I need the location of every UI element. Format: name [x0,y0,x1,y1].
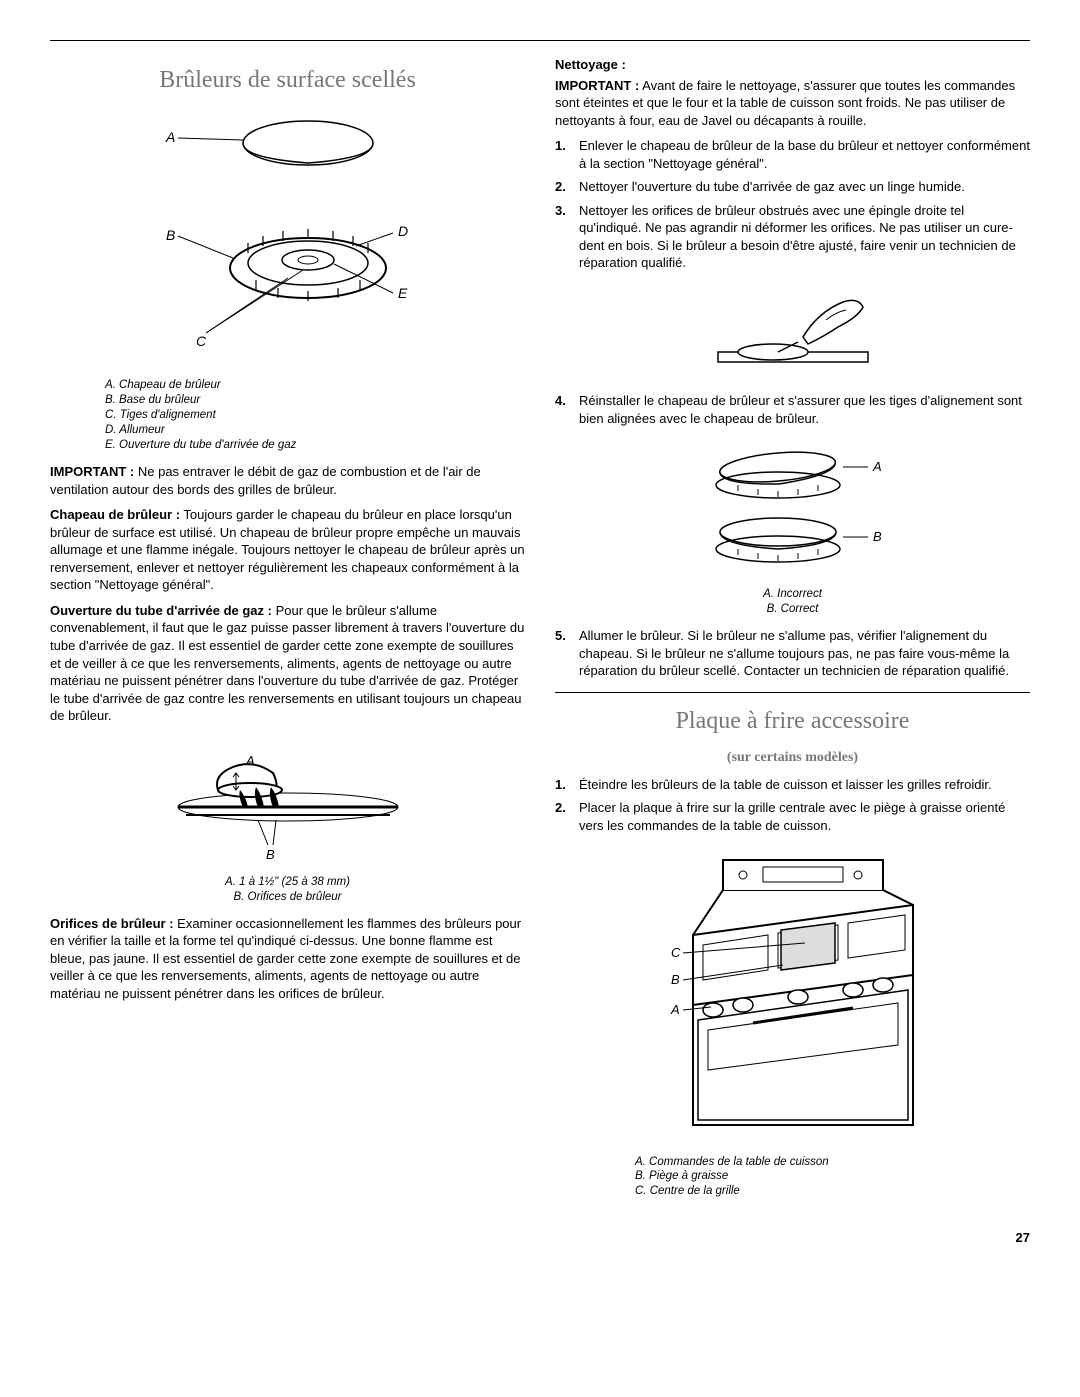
legend-line: C. Tiges d'alignement [105,408,525,423]
legend-line: E. Ouverture du tube d'arrivée de gaz [105,438,525,453]
range-legend: A. Commandes de la table de cuisson B. P… [635,1155,1030,1200]
nettoyage-important: IMPORTANT : Avant de faire le nettoyage,… [555,77,1030,130]
page-number: 27 [50,1229,1030,1247]
cleaning-steps-cont2: Allumer le brûleur. Si le brûleur ne s'a… [555,627,1030,680]
page-columns: Brûleurs de surface scellés [50,56,1030,1209]
fig2-label-b: B [266,847,275,862]
plaque-step-1: Éteindre les brûleurs de la table de cui… [555,776,1030,794]
top-rule [50,40,1030,41]
range-label-a: A [670,1002,680,1017]
figure-flame: A B [50,735,525,865]
cleaning-steps-cont: Réinstaller le chapeau de brûleur et s'a… [555,392,1030,427]
step-2: Nettoyer l'ouverture du tube d'arrivée d… [555,178,1030,196]
plaque-step-2: Placer la plaque à frire sur la grille c… [555,799,1030,834]
range-label-c: C [671,945,681,960]
important-lead: IMPORTANT : [50,464,134,479]
legend-line: B. Base du brûleur [105,393,525,408]
right-column: Nettoyage : IMPORTANT : Avant de faire l… [555,56,1030,1209]
left-column: Brûleurs de surface scellés [50,56,525,1209]
ouverture-paragraph: Ouverture du tube d'arrivée de gaz : Pou… [50,602,525,725]
pin-svg [708,282,878,382]
legend-line: D. Allumeur [105,423,525,438]
legend-line: A. 1 à 1½" (25 à 38 mm) [50,875,525,890]
chapeau-paragraph: Chapeau de brûleur : Toujours garder le … [50,506,525,594]
flame-svg: A B [158,735,418,865]
range-svg: C B A [633,845,953,1145]
fig1-label-a: A [165,129,175,145]
fig2-label-a: A [245,753,255,768]
legend-line: A. Chapeau de brûleur [105,378,525,393]
range-label-b: B [671,972,680,987]
legend-line: B. Orifices de brûleur [50,890,525,905]
figure-pin-clean [555,282,1030,382]
step-4: Réinstaller le chapeau de brûleur et s'a… [555,392,1030,427]
figure-burner-parts: A B C D E [50,108,525,368]
step-3: Nettoyer les orifices de brûleur obstrué… [555,202,1030,272]
section-title-burners: Brûleurs de surface scellés [50,64,525,96]
legend-line: A. Commandes de la table de cuisson [635,1155,1030,1170]
section-title-plaque: Plaque à frire accessoire [555,705,1030,737]
chapeau-lead: Chapeau de brûleur : [50,507,180,522]
fig1-label-c: C [196,333,207,349]
figure-alignment: A B [555,437,1030,577]
figure-range: C B A [555,845,1030,1145]
nettoyage-heading: Nettoyage : [555,56,1030,74]
legend-line: A. Incorrect [555,587,1030,602]
fig1-label-d: D [398,223,408,239]
legend-line: B. Correct [555,602,1030,617]
section-divider [555,692,1030,693]
legend-line: B. Piège à graisse [635,1169,1030,1184]
align-label-b: B [873,529,882,544]
orifices-lead: Orifices de brûleur : [50,916,174,931]
cleaning-steps: Enlever le chapeau de brûleur de la base… [555,137,1030,272]
plaque-subtitle: (sur certains modèles) [555,749,1030,768]
fig1-label-b: B [166,227,175,243]
alignment-svg: A B [683,437,903,577]
step-5: Allumer le brûleur. Si le brûleur ne s'a… [555,627,1030,680]
burner-parts-svg: A B C D E [138,108,438,368]
ouverture-lead: Ouverture du tube d'arrivée de gaz : [50,603,272,618]
nettoyage-important-lead: IMPORTANT : [555,78,639,93]
align-legend: A. Incorrect B. Correct [555,587,1030,617]
step-1: Enlever le chapeau de brûleur de la base… [555,137,1030,172]
align-label-a: A [872,459,882,474]
ouverture-text: Pour que le brûleur s'allume convenablem… [50,603,524,723]
plaque-steps: Éteindre les brûleurs de la table de cui… [555,776,1030,835]
fig1-legend: A. Chapeau de brûleur B. Base du brûleur… [105,378,525,453]
fig2-legend: A. 1 à 1½" (25 à 38 mm) B. Orifices de b… [50,875,525,905]
fig1-label-e: E [398,285,408,301]
orifices-paragraph: Orifices de brûleur : Examiner occasionn… [50,915,525,1003]
important-paragraph: IMPORTANT : Ne pas entraver le débit de … [50,463,525,498]
legend-line: C. Centre de la grille [635,1184,1030,1199]
